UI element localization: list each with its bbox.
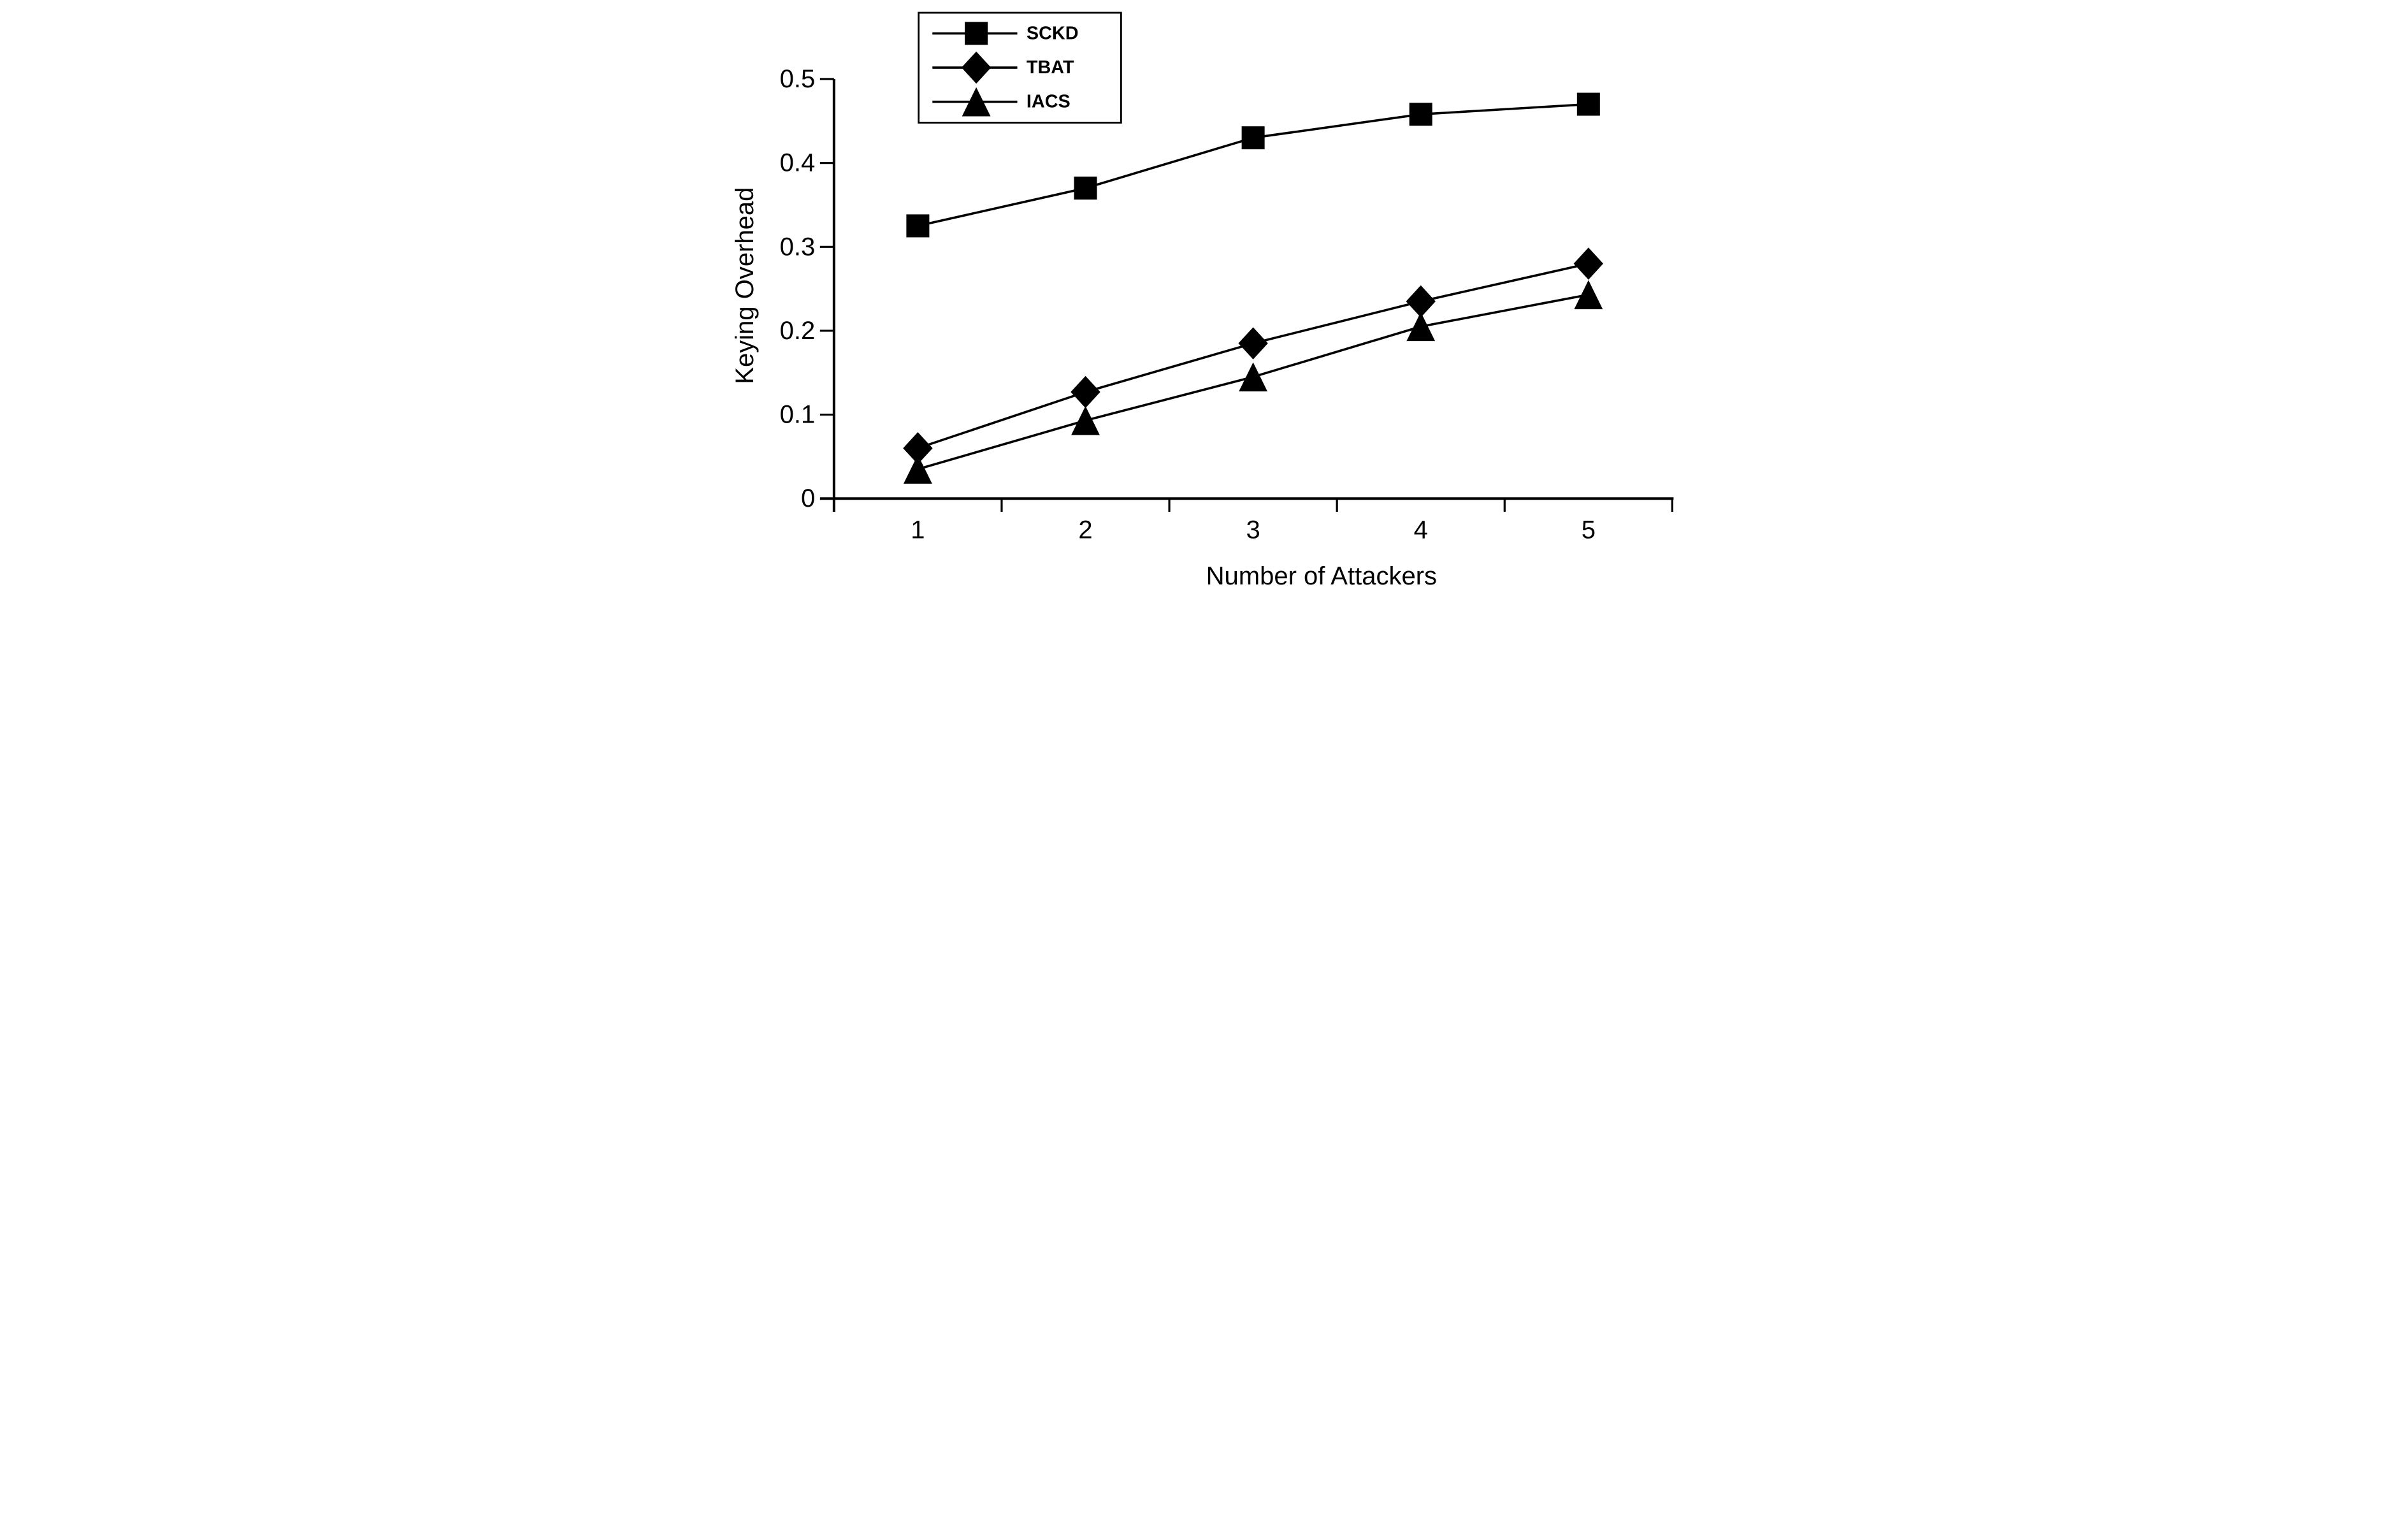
legend-label-tbat: TBAT: [1026, 57, 1074, 78]
y-tick-label: 0.1: [779, 401, 815, 429]
legend-box: [917, 11, 1122, 124]
marker-sckd-5: [1576, 92, 1600, 116]
y-tick-label: 0: [800, 484, 814, 512]
legend-label-sckd: SCKD: [1026, 23, 1078, 43]
marker-sckd-2: [1074, 177, 1097, 200]
marker-tbat-2: [1070, 375, 1100, 409]
figure-wrapper: 0 0.1 0.2 0.3 0.4 0.5 1 2 3 4 5 Keying Overhead Nu…: [722, 0, 1686, 607]
chart-canvas: 0 0.1 0.2 0.3 0.4 0.5 1 2 3 4 5 Keying Overhead Nu…: [722, 0, 1686, 607]
marker-tbat-3: [1237, 327, 1268, 359]
x-tick-label: 1: [911, 516, 925, 544]
marker-iacs-5: [1573, 280, 1603, 310]
axes-layer: 0 0.1 0.2 0.3 0.4 0.5 1 2 3 4 5: [779, 65, 1673, 544]
marker-tbat-5: [1573, 247, 1603, 280]
marker-iacs-4: [1406, 312, 1435, 342]
line-chart-figure: 0 0.1 0.2 0.3 0.4 0.5 1 2 3 4 5 Keying Overhead Nu…: [722, 0, 1686, 607]
x-tick-label: 5: [1581, 516, 1595, 544]
marker-tbat-1: [902, 432, 933, 465]
marker-iacs-1: [903, 454, 932, 484]
y-tick-label: 0.2: [779, 317, 815, 345]
x-axis-title: Number of Attackers: [1206, 562, 1436, 590]
legend-marker-tbat: [961, 51, 991, 84]
y-tick-label: 0.5: [779, 65, 815, 93]
legend-marker-sckd: [964, 22, 988, 45]
y-tick-label: 0.4: [779, 149, 815, 177]
legend-label-iacs: IACS: [1026, 92, 1070, 112]
marker-iacs-2: [1071, 405, 1100, 435]
x-tick-label: 2: [1078, 516, 1092, 544]
marker-sckd-1: [905, 214, 929, 238]
x-tick-label: 3: [1246, 516, 1260, 544]
legend-marker-iacs: [962, 87, 991, 117]
y-axis-title: Keying Overhead: [731, 187, 759, 384]
legend: SCKD TBAT IACS: [917, 11, 1122, 124]
marker-sckd-3: [1241, 126, 1265, 150]
marker-sckd-4: [1409, 103, 1432, 126]
marker-iacs-3: [1238, 362, 1267, 392]
y-tick-label: 0.3: [779, 233, 815, 261]
x-tick-label: 4: [1413, 516, 1427, 544]
marker-tbat-4: [1406, 285, 1436, 318]
series-layer: [902, 92, 1603, 484]
